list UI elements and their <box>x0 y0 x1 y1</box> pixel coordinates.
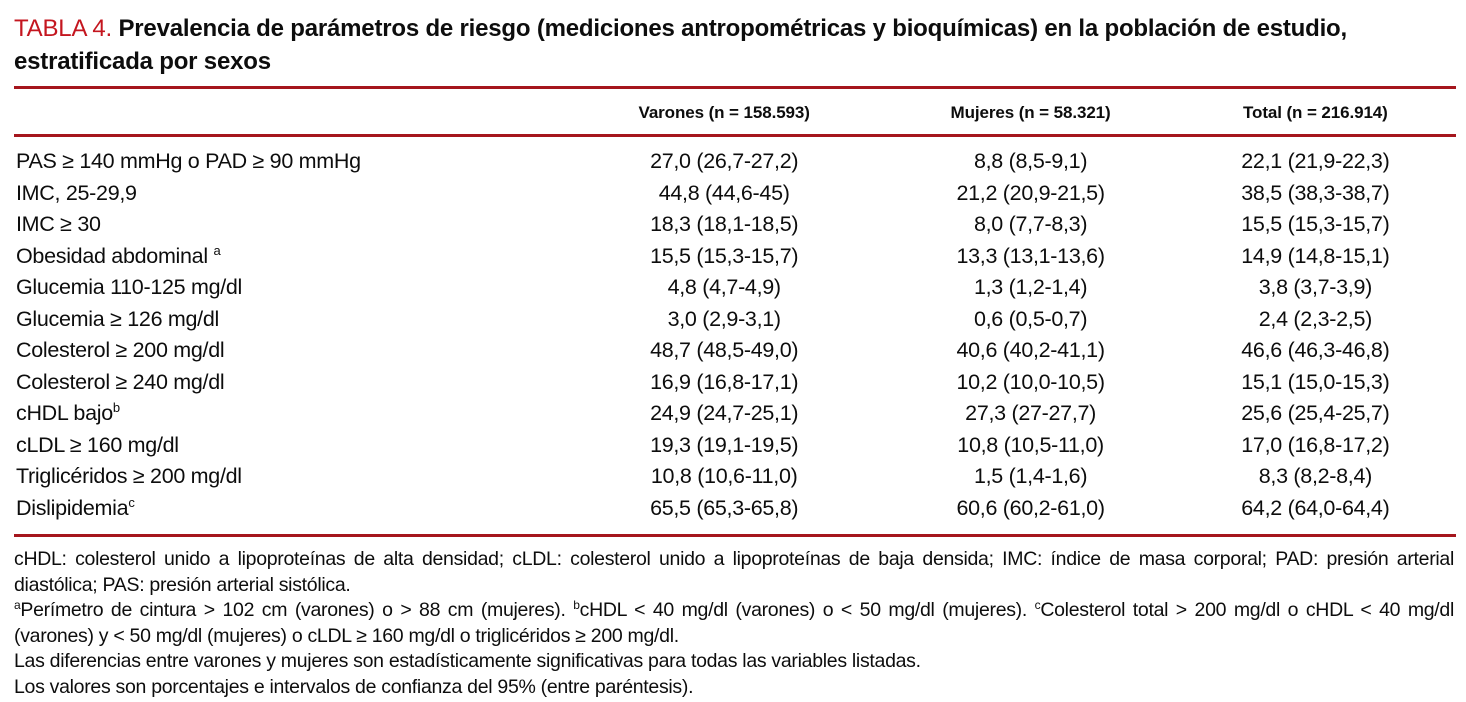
header-rule <box>14 134 1456 137</box>
footnote-marker: b <box>112 400 120 415</box>
row-label: PAS ≥ 140 mmHg o PAD ≥ 90 mmHg <box>16 149 361 173</box>
table-row: Colesterol ≥ 200 mg/dl 48,7 (48,5-49,0) 40… <box>14 335 1456 367</box>
footnote-marker: c <box>128 494 135 510</box>
value-cell-mujeres: 8,8 (8,5-9,1) <box>973 149 1088 173</box>
row-label: IMC, 25-29,9 <box>16 180 137 205</box>
value-cell-total: 38,5 (38,3-38,7) <box>1241 180 1390 205</box>
table-row: cHDL bajob 24,9 (24,7-25,1) 27,3 (27-27,7)… <box>14 398 1456 430</box>
value-cell-mujeres: 21,2 (20,9-21,5) <box>956 180 1105 205</box>
value-cell-total: 8,3 (8,2-8,4) <box>1258 464 1373 488</box>
table-row: Dislipidemiac 65,5 (65,3-65,8) 60,6 (60,2-… <box>14 493 1456 525</box>
value-cell-total: 2,4 (2,3-2,5) <box>1258 306 1373 331</box>
table-number: TABLA 4. <box>14 15 113 42</box>
value-cell-total: 3,8 (3,7-3,9) <box>1258 275 1373 299</box>
value-cell-mujeres: 27,3 (27-27,7) <box>965 401 1097 425</box>
footnotes: cHDL: colesterol unido a lipoproteínas d… <box>14 547 1456 700</box>
value-cell-total: 64,2 (64,0-64,4) <box>1241 495 1390 520</box>
table-row: IMC ≥ 30 18,3 (18,1-18,5) 8,0 (7,7-8,3) 15,… <box>14 209 1456 241</box>
column-header-total: Total (n = 216.914) <box>1243 103 1388 122</box>
footnote-marker: c <box>1034 598 1041 612</box>
row-label: Glucemia 110-125 mg/dl <box>16 275 243 299</box>
table-header-row: Varones (n = 158.593) Mujeres (n = 58.32… <box>14 89 1456 134</box>
table-title: TABLA 4. Prevalencia de parámetros de ri… <box>14 12 1424 78</box>
value-cell-total: 25,6 (25,4-25,7) <box>1241 401 1390 425</box>
value-cell-mujeres: 1,3 (1,2-1,4) <box>973 275 1088 299</box>
footnote-line: cHDL: colesterol unido a lipoproteínas d… <box>14 548 1454 596</box>
row-label: Triglicéridos ≥ 200 mg/dl <box>16 464 242 488</box>
value-cell-mujeres: 1,5 (1,4-1,6) <box>973 464 1088 488</box>
row-label: cLDL ≥ 160 mg/dl <box>16 432 179 457</box>
footnote-line: aPerímetro de cintura > 102 cm (varones)… <box>14 598 1454 647</box>
table-row: Colesterol ≥ 240 mg/dl 16,9 (16,8-17,1) 10… <box>14 367 1456 399</box>
value-cell-varones: 10,8 (10,6-11,0) <box>650 464 798 488</box>
footnote-line: Las diferencias entre varones y mujeres … <box>14 650 921 672</box>
value-cell-total: 14,9 (14,8-15,1) <box>1241 243 1390 268</box>
value-cell-varones: 16,9 (16,8-17,1) <box>650 369 799 394</box>
value-cell-total: 46,6 (46,3-46,8) <box>1241 338 1390 362</box>
footnote-line: Los valores son porcentajes e intervalos… <box>14 675 694 698</box>
table-caption: Prevalencia de parámetros de riesgo (med… <box>14 15 1347 75</box>
value-cell-mujeres: 10,8 (10,5-11,0) <box>957 432 1104 457</box>
value-cell-varones: 27,0 (26,7-27,2) <box>650 149 799 173</box>
footnote-marker: a <box>213 242 221 258</box>
footnote-marker: a <box>14 598 21 612</box>
value-cell-total: 22,1 (21,9-22,3) <box>1241 149 1390 173</box>
value-cell-mujeres: 0,6 (0,5-0,7) <box>973 306 1088 331</box>
value-cell-varones: 48,7 (48,5-49,0) <box>650 338 799 362</box>
value-cell-mujeres: 10,2 (10,0-10,5) <box>956 369 1105 394</box>
value-cell-mujeres: 8,0 (7,7-8,3) <box>973 212 1088 236</box>
value-cell-varones: 15,5 (15,3-15,7) <box>650 243 799 268</box>
table-row: PAS ≥ 140 mmHg o PAD ≥ 90 mmHg 27,0 (26,7… <box>14 146 1456 178</box>
row-label: cHDL bajob <box>16 400 120 425</box>
row-label: Colesterol ≥ 200 mg/dl <box>16 338 225 362</box>
value-cell-varones: 3,0 (2,9-3,1) <box>667 306 782 331</box>
value-cell-total: 15,1 (15,0-15,3) <box>1241 369 1390 394</box>
row-label: IMC ≥ 30 <box>16 212 101 236</box>
column-header-mujeres: Mujeres (n = 58.321) <box>950 103 1111 122</box>
top-rule <box>14 86 1456 89</box>
value-cell-total: 17,0 (16,8-17,2) <box>1241 432 1390 457</box>
value-cell-varones: 44,8 (44,6-45) <box>658 180 790 205</box>
value-cell-varones: 4,8 (4,7-4,9) <box>667 275 782 299</box>
table-body: PAS ≥ 140 mmHg o PAD ≥ 90 mmHg 27,0 (26,7… <box>14 137 1456 534</box>
value-cell-varones: 18,3 (18,1-18,5) <box>650 212 799 236</box>
table-row: IMC, 25-29,9 44,8 (44,6-45) 21,2 (20,9-21,… <box>14 178 1456 210</box>
value-cell-mujeres: 40,6 (40,2-41,1) <box>956 338 1105 362</box>
table-row: Glucemia 110-125 mg/dl 4,8 (4,7-4,9) 1,3 (… <box>14 272 1456 304</box>
value-cell-varones: 19,3 (19,1-19,5) <box>650 432 799 457</box>
value-cell-mujeres: 13,3 (13,1-13,6) <box>956 243 1105 268</box>
value-cell-varones: 24,9 (24,7-25,1) <box>650 401 799 425</box>
table-row: Glucemia ≥ 126 mg/dl 3,0 (2,9-3,1) 0,6 (0,… <box>14 304 1456 336</box>
value-cell-varones: 65,5 (65,3-65,8) <box>650 495 799 520</box>
row-label: Colesterol ≥ 240 mg/dl <box>16 369 225 394</box>
table-row: Obesidad abdominal a 15,5 (15,3-15,7) 13,3… <box>14 241 1456 273</box>
row-label: Dislipidemiac <box>16 494 135 520</box>
table-row: cLDL ≥ 160 mg/dl 19,3 (19,1-19,5) 10,8 (10… <box>14 430 1456 462</box>
footnote-marker: b <box>573 598 580 612</box>
column-header-varones: Varones (n = 158.593) <box>638 103 810 122</box>
bottom-rule <box>14 534 1456 537</box>
value-cell-mujeres: 60,6 (60,2-61,0) <box>956 495 1105 520</box>
row-label: Glucemia ≥ 126 mg/dl <box>16 306 219 331</box>
value-cell-total: 15,5 (15,3-15,7) <box>1241 212 1390 236</box>
table-row: Triglicéridos ≥ 200 mg/dl 10,8 (10,6-11,0… <box>14 461 1456 493</box>
row-label: Obesidad abdominal a <box>16 242 221 268</box>
